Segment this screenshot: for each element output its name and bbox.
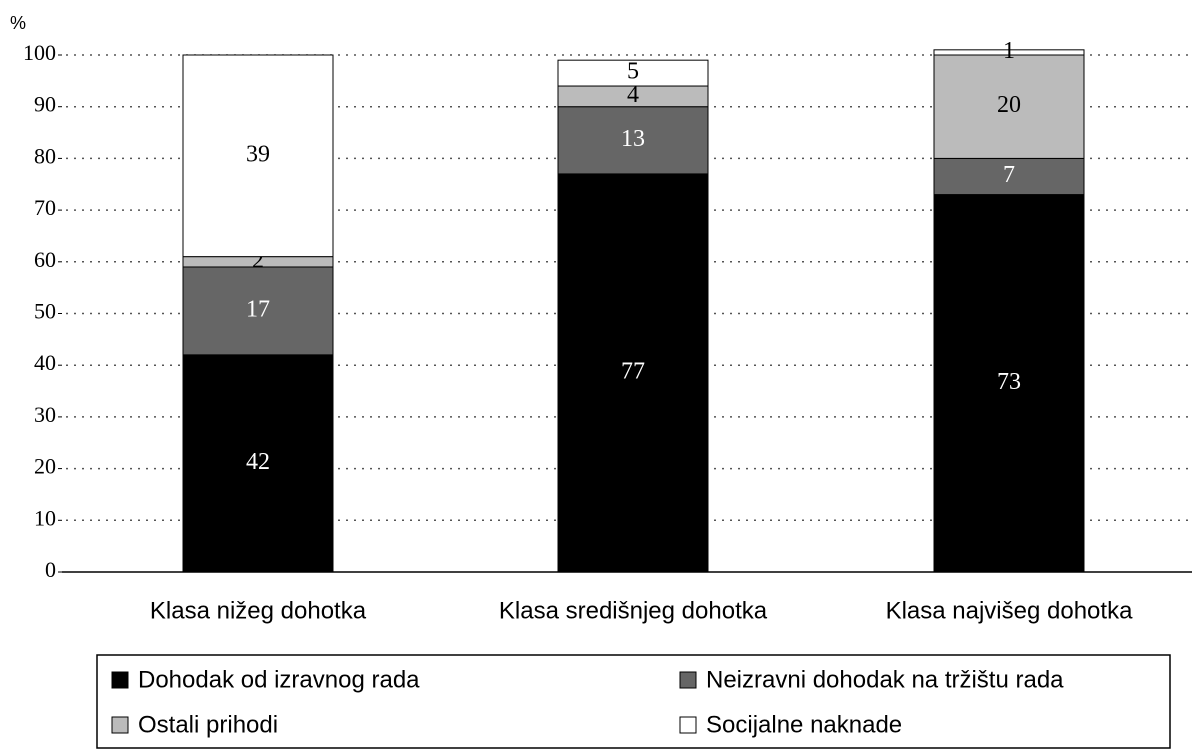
legend-label: Dohodak od izravnog rada <box>138 666 420 693</box>
legend-swatch <box>111 716 129 734</box>
y-tick-label: 10 <box>34 505 56 530</box>
legend-label: Socijalne naknade <box>706 711 902 738</box>
y-tick-label: 40 <box>34 350 56 375</box>
y-tick-label: 80 <box>34 143 56 168</box>
value-label: 13 <box>621 126 645 152</box>
value-label: 4 <box>627 82 639 108</box>
legend-swatch <box>111 671 129 689</box>
value-label: 42 <box>246 449 270 475</box>
value-label: 7 <box>1003 162 1015 188</box>
y-tick-label: 20 <box>34 454 56 479</box>
bar-segment <box>182 266 334 356</box>
legend-label: Ostali prihodi <box>138 711 278 738</box>
legend-label: Neizravni dohodak na tržištu rada <box>706 666 1064 693</box>
value-label: 73 <box>997 369 1021 395</box>
value-label: 20 <box>997 92 1021 118</box>
bar-segment <box>557 59 709 87</box>
y-tick-label: 60 <box>34 247 56 272</box>
y-tick-label: 90 <box>34 92 56 117</box>
y-tick-label: 100 <box>23 40 56 65</box>
value-label: 17 <box>246 296 270 322</box>
y-tick-label: 50 <box>34 299 56 324</box>
x-tick-label: Klasa najvišeg dohotka <box>886 597 1133 624</box>
value-label: 77 <box>621 358 645 384</box>
x-tick-label: Klasa središnjeg dohotka <box>499 597 768 624</box>
y-axis-label: % <box>10 13 26 33</box>
bar-segment <box>933 157 1085 196</box>
y-tick-label: 70 <box>34 195 56 220</box>
legend-swatch <box>679 671 697 689</box>
value-label: 39 <box>246 141 270 167</box>
y-tick-label: 30 <box>34 402 56 427</box>
bar-segment <box>557 173 709 573</box>
bar-segment <box>933 49 1085 56</box>
bar-segment <box>933 194 1085 573</box>
bar-segment <box>933 54 1085 159</box>
value-label: 1 <box>1003 38 1015 64</box>
legend-swatch <box>679 716 697 734</box>
x-tick-label: Klasa nižeg dohotka <box>150 597 367 624</box>
bar-segment <box>182 54 334 258</box>
legend-box <box>96 654 1171 749</box>
value-label: 5 <box>627 59 639 85</box>
y-tick-label: 0 <box>45 557 56 582</box>
bar-segment <box>182 354 334 573</box>
